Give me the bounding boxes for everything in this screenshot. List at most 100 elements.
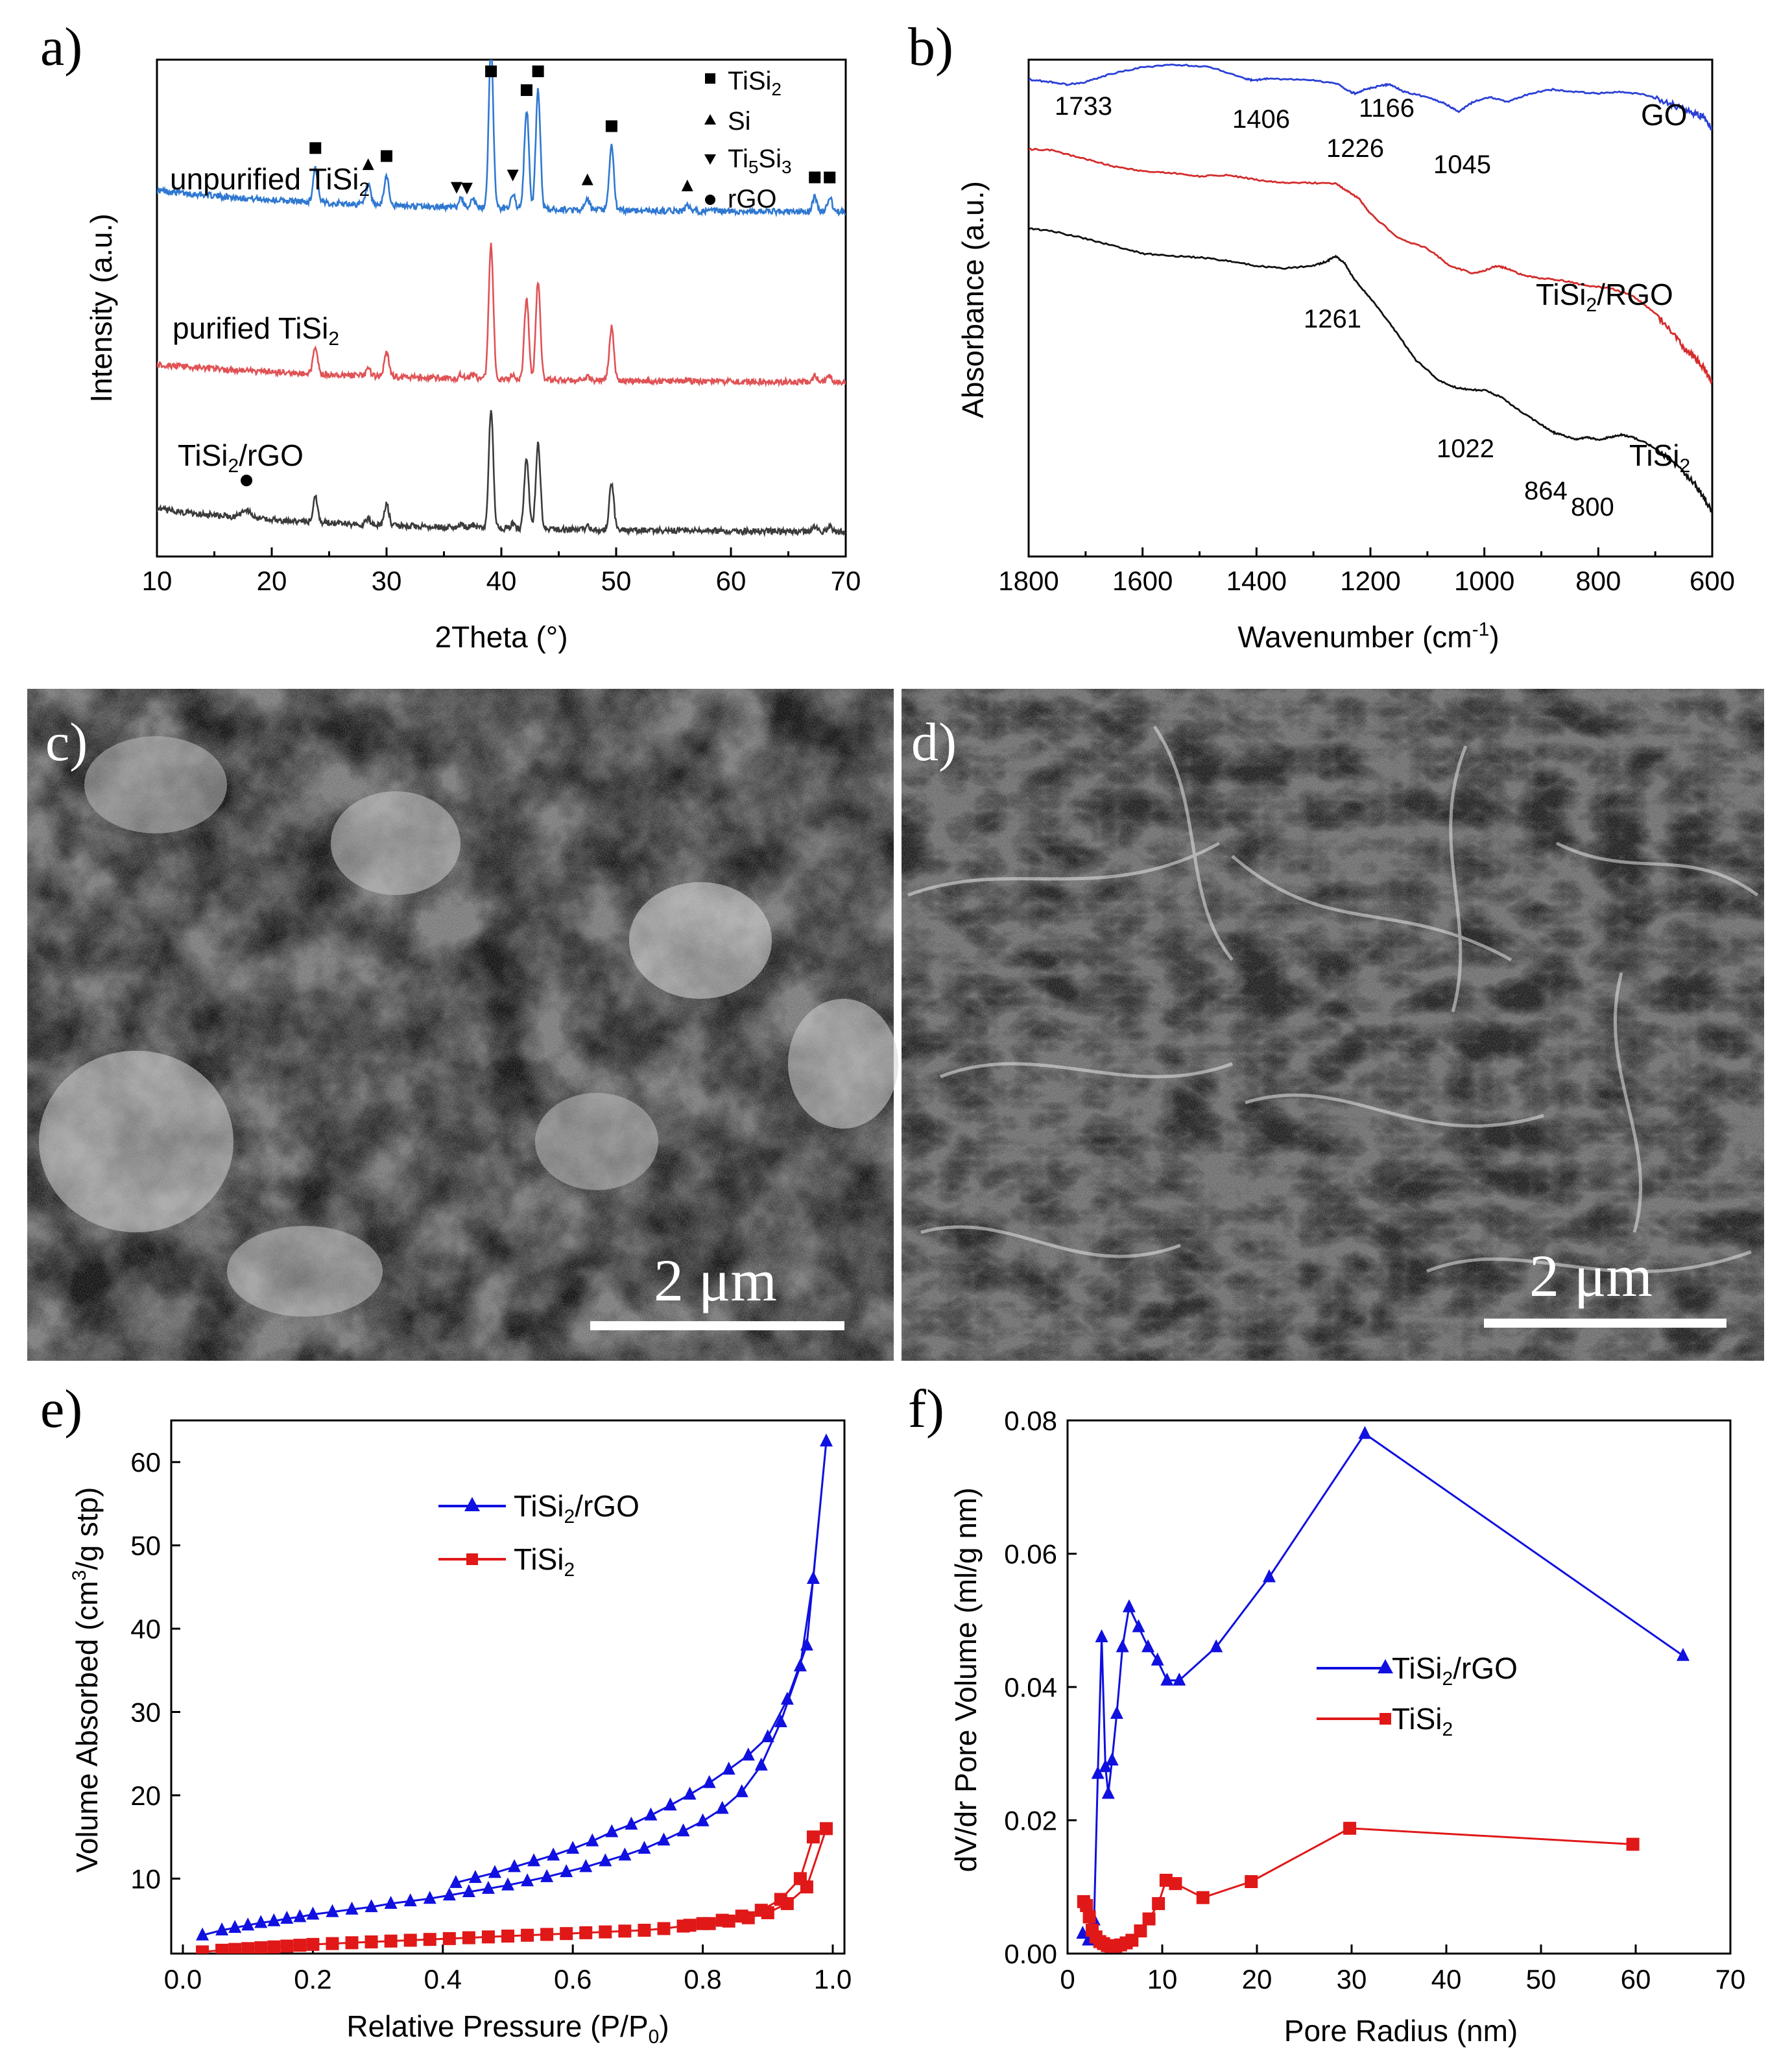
isotherm-point: [800, 1880, 813, 1894]
annot-800: 800: [1571, 493, 1614, 521]
pore-line-0: [1082, 1432, 1684, 1943]
sem-c-particles: [39, 736, 898, 1317]
isotherm-point: [761, 1729, 774, 1743]
panel-d-sem-image: d) 2 μm: [902, 689, 1764, 1361]
legend-label-f-tisi2-rgo: TiSi2/rGO: [1392, 1651, 1518, 1690]
phase-marker-square: [532, 66, 544, 77]
panel-a-legend: TiSi2 Si Ti5Si3 rGO: [704, 67, 792, 213]
pore-point: [1262, 1569, 1276, 1583]
x-tick-label: 800: [1575, 566, 1621, 596]
legend-label-f-tisi2: TiSi2: [1392, 1702, 1453, 1740]
isotherm-point: [657, 1922, 671, 1935]
isotherm-point: [501, 1930, 514, 1943]
isotherm-point: [403, 1933, 417, 1947]
isotherm-point: [644, 1807, 658, 1821]
x-tick-label: 600: [1690, 566, 1735, 596]
x-tick-label: 10: [1147, 1964, 1178, 1994]
isotherm-point: [735, 1784, 748, 1797]
panel-a-x-axis-label: 2Theta (°): [435, 620, 567, 654]
legend-marker-tisi2: [466, 1553, 478, 1565]
legend-label-tisi2: TiSi2: [514, 1542, 575, 1581]
panel-a-label-unpurified: unpurified TiSi2: [170, 162, 370, 200]
phase-marker-square: [809, 171, 821, 184]
phase-marker-square: [381, 150, 392, 162]
pore-point: [1152, 1896, 1165, 1910]
isotherm-point: [702, 1775, 716, 1788]
isotherm-point: [715, 1801, 729, 1814]
legend-marker-f-tisi2-rgo: [1378, 1659, 1393, 1673]
xrd-line-1: [157, 243, 846, 388]
isotherm-point: [566, 1841, 580, 1854]
isotherm-point: [481, 1930, 495, 1944]
y-tick-label: 0.00: [1004, 1939, 1057, 1969]
x-tick-label: 0.8: [684, 1964, 721, 1994]
panel-e-ticks: 0.0 0.2 0.4 0.6 0.8 1.0 10 20 30 40 50 60: [130, 1447, 852, 1994]
panel-a-y-axis-label: Intensity (a.u.): [84, 213, 118, 402]
panel-f-y-axis-label: dV/dr Pore Volume (ml/g nm): [949, 1487, 983, 1872]
isotherm-point: [527, 1853, 541, 1867]
panel-c-sem-image: c) 2 μm: [27, 689, 898, 1361]
x-tick-label: 0.0: [164, 1964, 202, 1994]
panel-label-b: b): [908, 17, 953, 77]
annot-1022: 1022: [1437, 435, 1494, 463]
pore-point: [1134, 1924, 1147, 1938]
panel-a-label-tisi2-rgo: TiSi2/rGO: [178, 438, 304, 477]
isotherm-point: [364, 1899, 378, 1913]
phase-marker-square: [824, 171, 836, 184]
pore-point: [1196, 1891, 1210, 1904]
sem-d-grain: [902, 689, 1764, 1361]
pore-point: [1245, 1875, 1258, 1889]
isotherm-point: [618, 1924, 632, 1938]
isotherm-point: [215, 1922, 229, 1936]
isotherm-point: [488, 1865, 501, 1878]
x-tick-label: 1000: [1454, 566, 1514, 596]
panel-d-scale-label: 2 μm: [1529, 1243, 1653, 1309]
x-tick-label: 1.0: [814, 1964, 852, 1994]
isotherm-point: [676, 1823, 690, 1837]
phase-marker-triangle-down: [507, 169, 519, 182]
isotherm-point: [521, 1928, 534, 1942]
isotherm-point: [228, 1920, 242, 1933]
pore-point: [1169, 1877, 1182, 1891]
panel-e-x-axis-label: Relative Pressure (P/P0): [346, 2009, 669, 2048]
pore-point: [1099, 1759, 1112, 1773]
isotherm-point: [722, 1762, 735, 1775]
isotherm-point: [605, 1824, 619, 1837]
isotherm-point: [241, 1942, 255, 1954]
isotherm-point: [663, 1797, 677, 1811]
pore-point: [1101, 1786, 1115, 1799]
isotherm-point: [267, 1940, 281, 1954]
ftir-line-2: [1029, 227, 1712, 512]
y-tick-label: 0.06: [1004, 1539, 1057, 1570]
panel-e-series: [196, 1433, 833, 1954]
isotherm-point: [579, 1859, 593, 1873]
legend-marker-tisi2-rgo: [464, 1497, 480, 1511]
x-tick-label: 0.4: [424, 1964, 462, 1994]
isotherm-point: [754, 1757, 768, 1771]
pore-point: [1080, 1899, 1093, 1913]
x-tick-label: 20: [1242, 1964, 1272, 1994]
panel-a-x-ticks: 10 20 30 40 50 60 70: [142, 547, 861, 596]
panel-a-phase-markers: [241, 66, 836, 486]
panel-e-legend: TiSi2/rGO TiSi2: [438, 1489, 639, 1581]
panel-label-f: f): [908, 1379, 944, 1439]
isotherm-point: [625, 1816, 638, 1830]
panel-c-scale-label: 2 μm: [654, 1247, 777, 1313]
y-tick-label: 10: [130, 1863, 161, 1894]
annot-1261: 1261: [1304, 305, 1361, 333]
x-tick-label: 50: [1526, 1964, 1557, 1994]
isotherm-point: [540, 1869, 554, 1882]
ftir-line-1: [1029, 147, 1712, 385]
isotherm-line-1: [202, 1826, 828, 1953]
isotherm-point: [215, 1943, 229, 1954]
isotherm-point: [599, 1925, 612, 1939]
panel-f-pore-distribution-chart: f) 0 10 20 30 40 50 60 70 0.00 0.02 0.04 0.06 0.08 P…: [908, 1379, 1745, 2048]
legend-rgo: rGO: [728, 185, 777, 213]
isotherm-point: [345, 1936, 359, 1950]
pore-point: [1677, 1647, 1690, 1661]
isotherm-point: [508, 1859, 521, 1873]
x-tick-label: 30: [1337, 1964, 1367, 1994]
x-tick-label: 20: [257, 566, 287, 596]
panel-f-ticks: 0 10 20 30 40 50 60 70 0.00 0.02 0.04 0.06 0.08: [1004, 1406, 1745, 1994]
isotherm-point: [501, 1877, 514, 1891]
